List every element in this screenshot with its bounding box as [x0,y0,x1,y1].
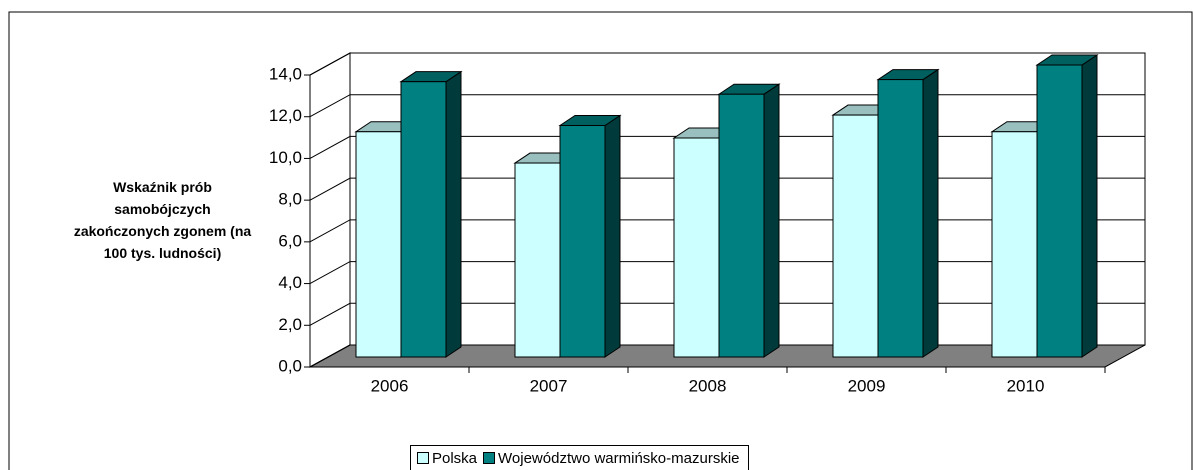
bar-side [445,70,462,358]
bar-front [514,162,561,358]
legend-swatch [417,452,429,464]
axes: 0,0 2,0 4,0 6,0 8,0 10,0 12,0 14,0 2006 2007 2008 2… [269,64,1106,395]
bar-front [673,137,720,358]
bar-side [763,83,780,358]
y-tick-label: 12,0 [269,106,302,125]
bar-front [400,81,447,358]
bar-front [559,124,606,358]
side-wall [309,52,351,368]
x-tick-label: 2010 [1007,376,1045,395]
grid-line [309,52,1145,76]
bar-front [832,114,879,358]
y-tick-label: 10,0 [269,148,302,167]
legend-label: Województwo warmińsko-mazurskie [498,449,740,467]
legend: Polska Województwo warmińsko-mazurskie [410,445,749,470]
bar [876,68,940,358]
x-tick-label: 2006 [371,376,409,395]
y-axis-title: Wskaźnik prób samobójczych zakończonych … [73,179,252,261]
y-tick-label: 6,0 [278,231,302,250]
bar [717,83,781,358]
x-tick-label: 2008 [689,376,727,395]
y-tick-label: 2,0 [278,315,302,334]
bar-front [355,131,402,358]
bar-front [877,79,924,358]
bar-side [922,68,939,358]
chart-frame [8,11,1193,470]
bar [558,114,622,358]
y-tick-label: 8,0 [278,190,302,209]
bar-side [604,114,621,358]
legend-label: Polska [432,449,478,467]
bar-front [991,131,1038,358]
x-tick-label: 2009 [848,376,886,395]
bar-front [718,93,765,358]
bars [354,54,1099,358]
y-tick-label: 14,0 [269,64,302,83]
bar [1035,54,1099,358]
bar-front [1036,64,1083,358]
bar-side [1081,54,1098,358]
legend-swatch [483,452,496,464]
y-tick-label: 4,0 [278,273,302,292]
x-tick-label: 2007 [530,376,568,395]
y-tick-label: 0,0 [278,356,302,375]
bar [399,70,463,358]
